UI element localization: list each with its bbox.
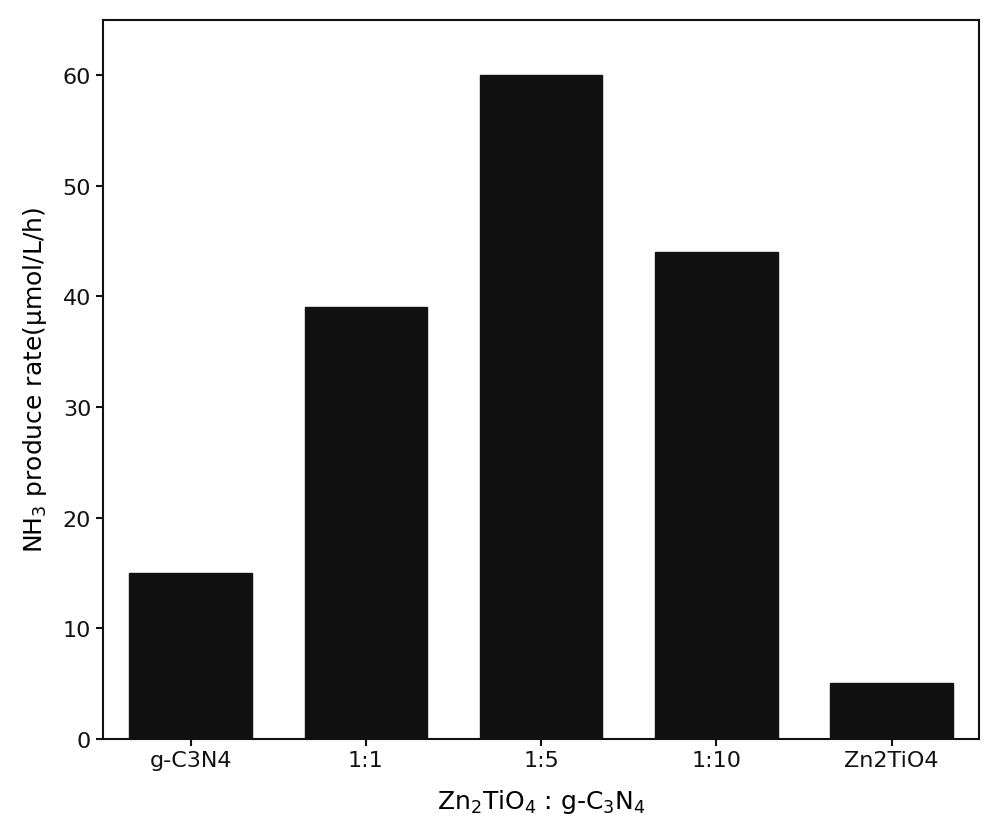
Y-axis label: NH$_3$ produce rate(μmol/L/h): NH$_3$ produce rate(μmol/L/h) bbox=[21, 207, 49, 553]
X-axis label: Zn$_2$TiO$_4$ : g-C$_3$N$_4$: Zn$_2$TiO$_4$ : g-C$_3$N$_4$ bbox=[437, 788, 646, 815]
Bar bbox=[305, 308, 427, 739]
Bar bbox=[830, 684, 953, 739]
Bar bbox=[655, 252, 778, 739]
Bar bbox=[129, 573, 252, 739]
Bar bbox=[480, 76, 602, 739]
